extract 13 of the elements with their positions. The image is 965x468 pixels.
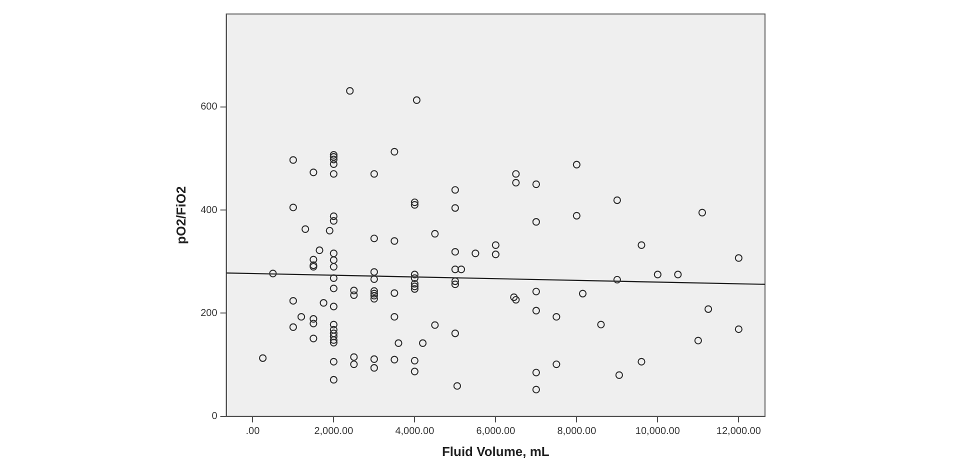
y-tick-label: 0 bbox=[212, 411, 218, 422]
x-tick-label: 6,000.00 bbox=[476, 426, 516, 438]
y-tick-label: 400 bbox=[200, 204, 218, 216]
x-tick-label: 8,000.00 bbox=[557, 426, 597, 438]
y-axis-title: pO2/FiO2 bbox=[173, 186, 188, 244]
x-tick-label: 12,000.00 bbox=[716, 426, 762, 438]
x-axis-title: Fluid Volume, mL bbox=[442, 444, 550, 459]
x-tick-label: 10,000.00 bbox=[635, 426, 680, 438]
y-tick-label: 200 bbox=[200, 308, 218, 319]
x-tick-label: 4,000.00 bbox=[395, 426, 435, 438]
x-tick-label: .00 bbox=[246, 426, 260, 438]
y-tick-label: 600 bbox=[200, 102, 218, 113]
x-tick-label: 2,000.00 bbox=[314, 426, 354, 438]
